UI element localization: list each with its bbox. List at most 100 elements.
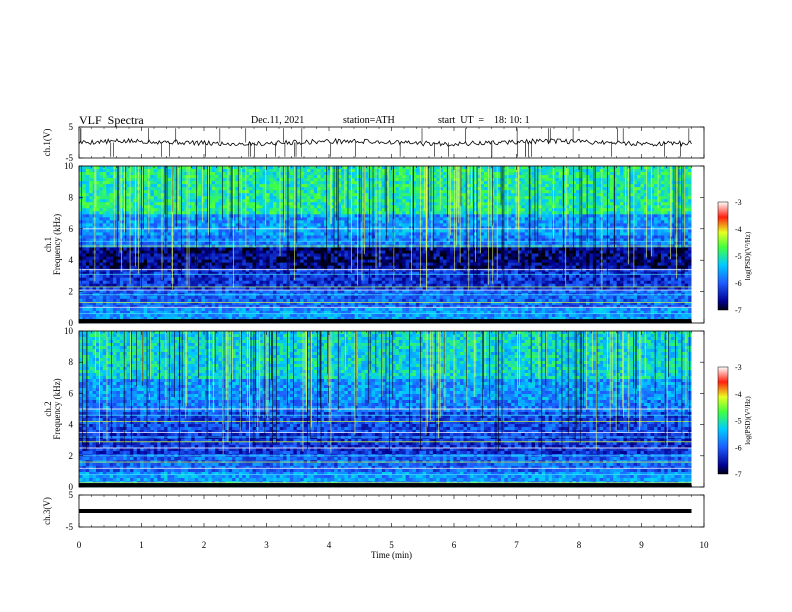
panel-2-cell: [324, 205, 328, 208]
panel-2-cell: [545, 202, 549, 205]
panel-2-cell: [661, 169, 665, 172]
panel-2-cell: [249, 202, 253, 205]
panel-2-cell: [144, 181, 148, 184]
panel-2-cell: [576, 235, 580, 238]
panel-2-cell: [273, 248, 277, 251]
panel-2-cell: [375, 166, 379, 169]
panel-2-cell: [348, 235, 352, 238]
panel-2-cell: [443, 193, 447, 196]
panel-2-cell: [259, 214, 263, 217]
panel-2-cell: [521, 232, 525, 235]
panel-2-cell: [511, 190, 515, 193]
panel-2-cell: [378, 229, 382, 232]
panel-2-cell: [348, 172, 352, 175]
panel-2-cell: [661, 229, 665, 232]
panel-2-cell: [644, 175, 648, 178]
panel-2-cell: [341, 205, 345, 208]
panel-2-cell: [307, 232, 311, 235]
panel-2-cell: [266, 223, 270, 226]
panel-2-cell: [525, 248, 529, 251]
panel-2-cell: [202, 205, 206, 208]
panel-2-cell: [406, 226, 410, 229]
panel-2-cell: [96, 229, 100, 232]
panel-2-cell: [620, 208, 624, 211]
panel-2-cell: [324, 223, 328, 226]
panel-2-cell: [232, 229, 236, 232]
panel-2-cell: [436, 175, 440, 178]
panel-2-cell: [542, 190, 546, 193]
panel-2-cell: [685, 217, 689, 220]
panel-2-cell: [317, 208, 321, 211]
panel-2-cell: [654, 178, 658, 181]
panel-2-cell: [317, 196, 321, 199]
panel-2-cell: [184, 187, 188, 190]
panel-2-cell: [341, 193, 345, 196]
panel-2-cell: [395, 248, 399, 251]
panel-2-cell: [668, 235, 672, 238]
panel-2-cell: [402, 196, 406, 199]
panel-2-cell: [219, 166, 223, 169]
panel-2-cell: [525, 229, 529, 232]
panel-2-cell: [212, 211, 216, 214]
panel-2-cell: [273, 190, 277, 193]
panel-2-cell: [685, 229, 689, 232]
panel-2-cell: [222, 232, 226, 235]
panel-2-cell: [399, 169, 403, 172]
panel-2-cell: [654, 211, 658, 214]
panel-2-cell: [620, 193, 624, 196]
panel-2-cell: [144, 223, 148, 226]
panel-2-cell: [664, 214, 668, 217]
panel-2-cell: [464, 232, 468, 235]
panel-2-cell: [86, 178, 90, 181]
panel-2-cell: [198, 232, 202, 235]
panel-2-cell: [525, 190, 529, 193]
panel-2-cell: [86, 175, 90, 178]
panel-2-cell: [198, 205, 202, 208]
panel-2-cell: [668, 172, 672, 175]
panel-2-cell: [535, 211, 539, 214]
panel-2-cell: [572, 217, 576, 220]
panel-2-cell: [116, 220, 120, 223]
panel-2-cell: [511, 220, 515, 223]
panel-2-cell: [569, 175, 573, 178]
panel-2-cell: [99, 208, 103, 211]
panel-2-cell: [464, 178, 468, 181]
panel-2-cell: [242, 199, 246, 202]
panel-2-cell: [225, 248, 229, 251]
panel-2-cell: [521, 217, 525, 220]
panel-2-cell: [103, 217, 107, 220]
panel-2-cell: [290, 248, 294, 251]
panel-2-cell: [157, 181, 161, 184]
panel-2-cell: [188, 196, 192, 199]
panel-2-cell: [378, 181, 382, 184]
panel-2-cell: [116, 229, 120, 232]
panel-2-cell: [324, 220, 328, 223]
panel-2-cell: [79, 181, 83, 184]
panel-2-cell: [321, 187, 325, 190]
panel-2-cell: [334, 169, 338, 172]
panel-2-cell: [99, 187, 103, 190]
panel-2-cell: [589, 241, 593, 244]
panel-2-cell: [487, 187, 491, 190]
panel-2-cell: [419, 190, 423, 193]
panel-2-cell: [603, 232, 607, 235]
panel-2-cell: [440, 226, 444, 229]
panel-2-cell: [436, 196, 440, 199]
panel-2-cell: [657, 223, 661, 226]
panel-2-cell: [321, 169, 325, 172]
panel-2-cell: [372, 175, 376, 178]
panel-2-cell: [304, 226, 308, 229]
panel-2-cell: [341, 223, 345, 226]
panel-2-cell: [678, 175, 682, 178]
panel-2-cell: [205, 172, 209, 175]
panel-2-cell: [402, 184, 406, 187]
panel-2-cell: [96, 235, 100, 238]
panel-2-cell: [566, 241, 570, 244]
panel-2-cell: [406, 235, 410, 238]
panel-2-cell: [341, 175, 345, 178]
panel-2-cell: [225, 202, 229, 205]
panel-2-cell: [276, 169, 280, 172]
panel-2-cell: [178, 211, 182, 214]
panel-2-cell: [443, 232, 447, 235]
panel-2-cell: [110, 166, 114, 169]
